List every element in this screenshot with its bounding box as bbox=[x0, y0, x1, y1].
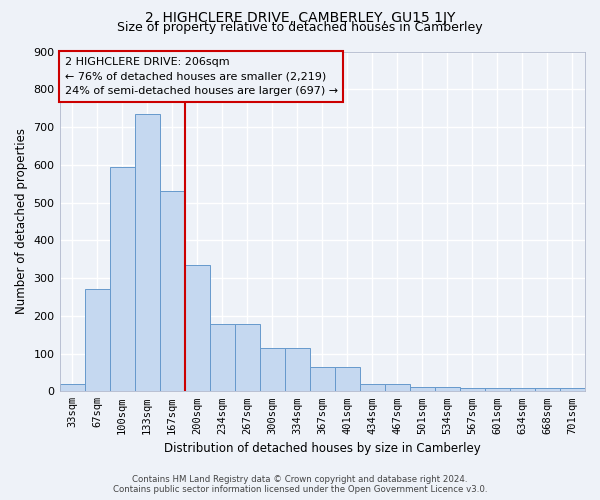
Text: 2, HIGHCLERE DRIVE, CAMBERLEY, GU15 1JY: 2, HIGHCLERE DRIVE, CAMBERLEY, GU15 1JY bbox=[145, 11, 455, 25]
Bar bbox=[560, 388, 585, 392]
Bar bbox=[510, 388, 535, 392]
X-axis label: Distribution of detached houses by size in Camberley: Distribution of detached houses by size … bbox=[164, 442, 481, 455]
Bar bbox=[209, 324, 235, 392]
Bar bbox=[460, 388, 485, 392]
Bar bbox=[160, 191, 185, 392]
Bar bbox=[110, 166, 134, 392]
Bar bbox=[134, 114, 160, 392]
Bar bbox=[235, 324, 260, 392]
Bar bbox=[335, 367, 360, 392]
Y-axis label: Number of detached properties: Number of detached properties bbox=[15, 128, 28, 314]
Bar bbox=[535, 388, 560, 392]
Bar bbox=[360, 384, 385, 392]
Text: Contains HM Land Registry data © Crown copyright and database right 2024.
Contai: Contains HM Land Registry data © Crown c… bbox=[113, 474, 487, 494]
Bar bbox=[410, 387, 435, 392]
Text: 2 HIGHCLERE DRIVE: 206sqm
← 76% of detached houses are smaller (2,219)
24% of se: 2 HIGHCLERE DRIVE: 206sqm ← 76% of detac… bbox=[65, 56, 338, 96]
Text: Size of property relative to detached houses in Camberley: Size of property relative to detached ho… bbox=[117, 22, 483, 35]
Bar bbox=[435, 387, 460, 392]
Bar bbox=[485, 388, 510, 392]
Bar bbox=[85, 290, 110, 392]
Bar bbox=[260, 348, 285, 392]
Bar bbox=[385, 384, 410, 392]
Bar bbox=[285, 348, 310, 392]
Bar bbox=[310, 367, 335, 392]
Bar bbox=[59, 384, 85, 392]
Bar bbox=[185, 265, 209, 392]
